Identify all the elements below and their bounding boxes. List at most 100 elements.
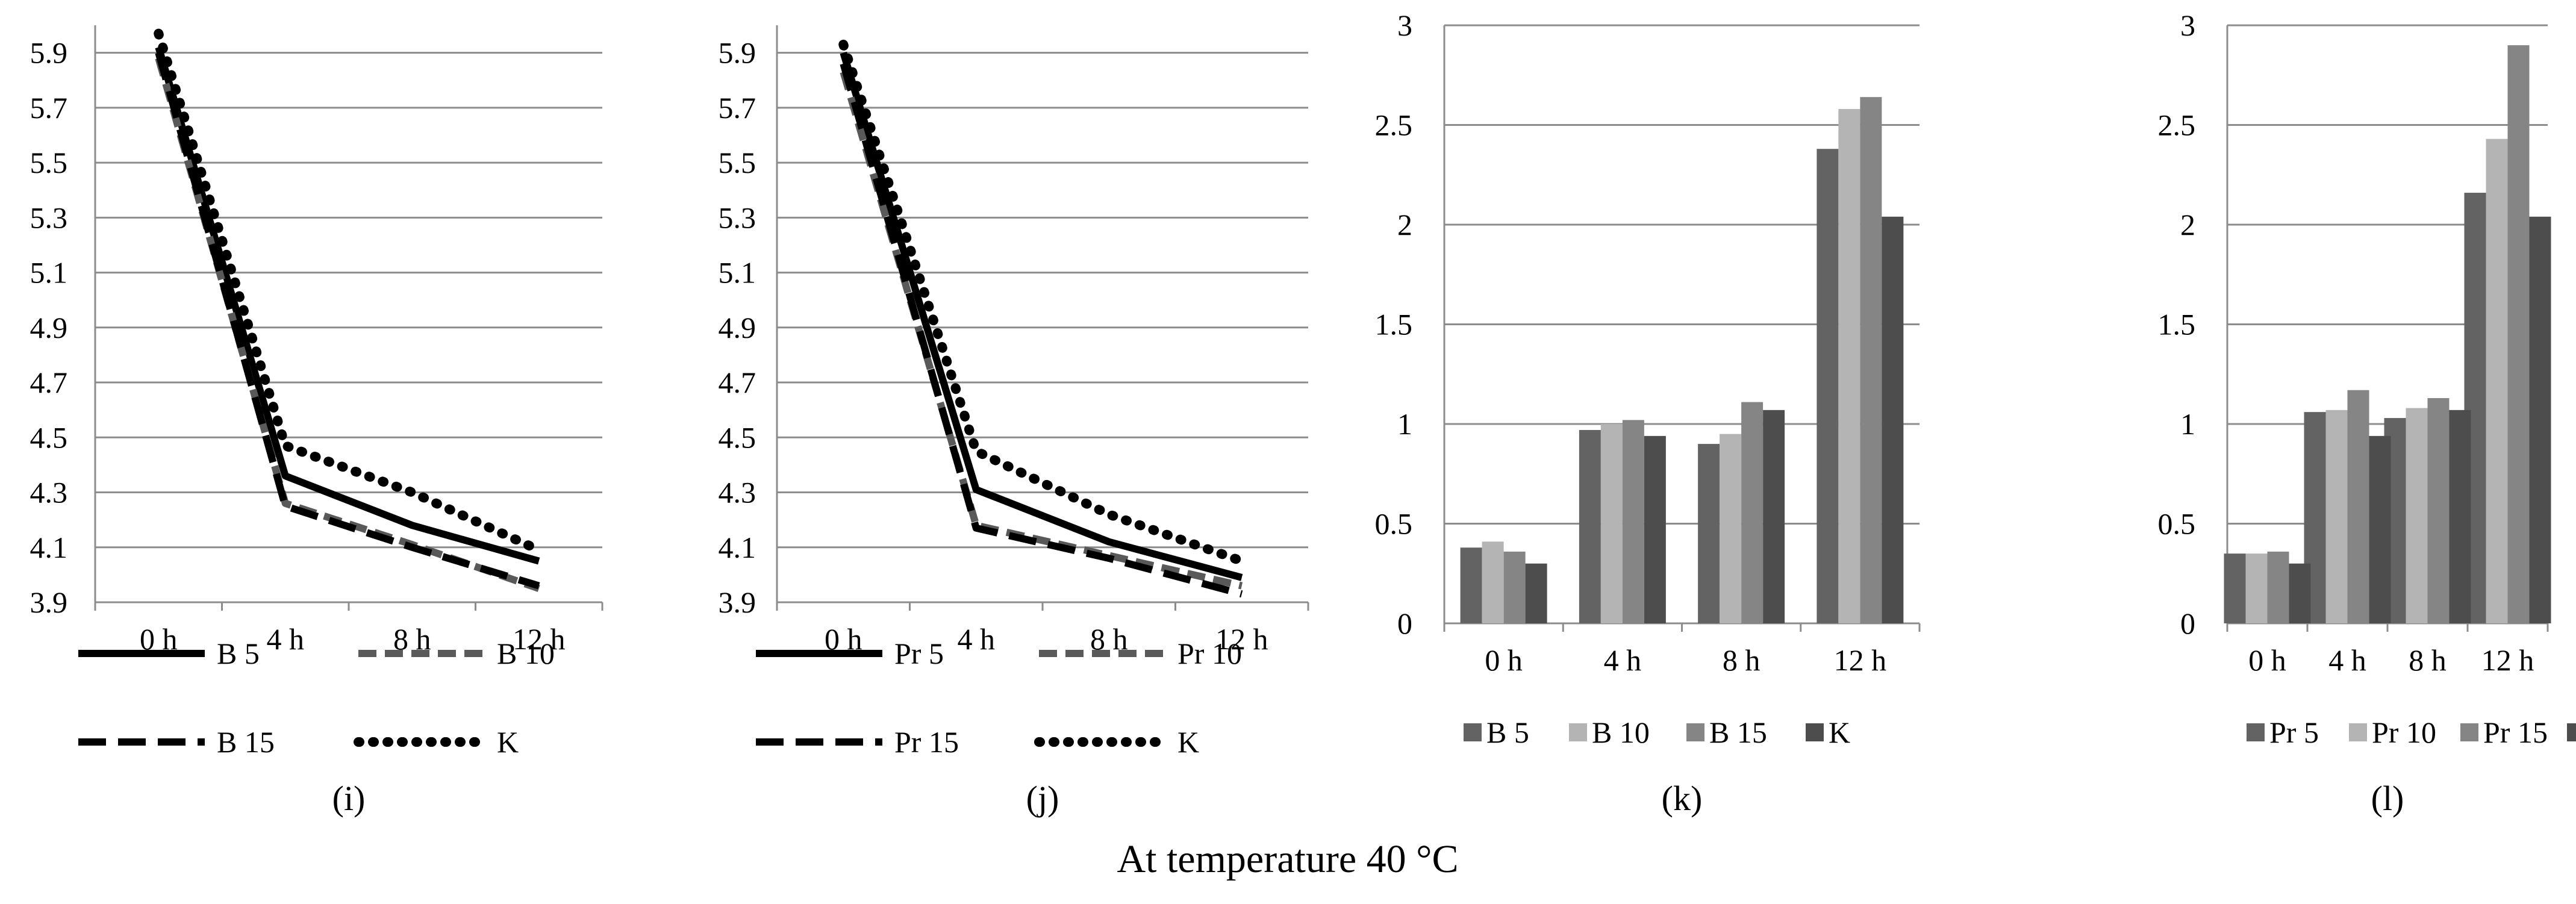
legend-label: B 5 [217,637,260,670]
y-tick-label: 5.1 [30,256,68,290]
panel-label: (l) [2371,779,2404,818]
y-tick-label: 2.5 [2158,108,2196,142]
y-tick-label: 1 [2180,407,2195,441]
series-line-pr10 [840,70,1243,590]
x-tick-label: 0 h [2248,643,2286,677]
y-tick-label: 4.1 [30,531,68,564]
legend-label: B 10 [1592,715,1650,749]
legend-swatch [2247,723,2265,741]
bar-b15-4h [1622,420,1644,623]
legend-label: B 10 [497,637,555,670]
y-tick-label: 1.5 [2158,308,2196,341]
y-tick-label: 4.7 [30,366,68,399]
y-tick-label: 0 [1397,606,1412,640]
x-tick-label: 8 h [1723,643,1760,677]
y-tick-label: 2.5 [1375,108,1413,142]
bar-b15-8h [1741,402,1764,623]
legend-label: Pr 10 [1177,637,1242,670]
series-line-pr5 [840,51,1243,581]
bar-pr15-8h [2427,397,2450,623]
legend-label: K [1177,725,1199,759]
legend-label: B 15 [1709,715,1767,749]
bar-k-4h [1644,435,1666,623]
y-tick-label: 4.7 [719,366,756,399]
legend-swatch [2460,723,2478,741]
legend-swatch [1464,723,1482,741]
x-tick-label: 12 h [1215,622,1268,656]
series-line-b5 [155,46,540,565]
bar-pr10-4h [2325,410,2348,623]
figure-caption: At temperature 40 °C [1117,837,1458,881]
x-tick-label: 12 h [513,622,566,656]
series-line-b10 [155,57,540,592]
bar-b15-0h [1503,551,1526,623]
series-line-k [838,39,1247,566]
y-tick-label: 4.9 [719,311,756,344]
bar-pr5-0h [2224,553,2246,623]
series-line-k [154,28,544,555]
bar-pr10-8h [2406,408,2428,623]
bar-b5-12h [1817,149,1839,624]
legend-label: Pr 15 [894,725,959,759]
bar-b10-4h [1600,424,1623,623]
x-tick-label: 4 h [1604,643,1642,677]
legend-swatch [2349,723,2367,741]
bar-k-0h [1525,563,1547,623]
legend-swatch [1806,723,1824,741]
bar-b15-12h [1860,97,1882,623]
bar-k-12h [2529,216,2551,623]
legend-label: Pr 5 [894,637,944,670]
y-tick-label: 5.1 [719,256,756,290]
panel-l: 0 0.5 1 1.5 2 2.5 3 0 h 4 h 8 h 12 h Pr 5 Pr 10 Pr 15… [2158,8,2576,818]
y-tick-label: 5.3 [30,201,68,234]
y-tick-label: 0.5 [1375,507,1413,541]
x-tick-label: 8 h [2409,643,2447,677]
legend-swatch [2567,723,2576,741]
series-line-pr15 [840,63,1243,598]
series-line-b15 [155,52,540,590]
y-tick-label: 4.9 [30,311,68,344]
legend-label: K [497,725,519,759]
legend-label: Pr 15 [2483,715,2548,749]
legend-label: Pr 10 [2372,715,2436,749]
bar-b10-0h [1482,541,1504,623]
y-tick-label: 4.5 [30,420,68,454]
x-tick-label: 0 h [1485,643,1523,677]
bar-b10-8h [1720,434,1742,623]
bar-k-8h [1763,410,1785,623]
bar-k-4h [2369,435,2391,623]
x-tick-label: 12 h [1834,643,1887,677]
y-tick-label: 5.5 [719,146,756,179]
x-tick-label: 4 h [2328,643,2366,677]
y-tick-label: 4.1 [719,531,756,564]
bar-pr10-0h [2245,553,2268,623]
y-tick-label: 4.3 [30,476,68,510]
panel-k: 0 0.5 1 1.5 2 2.5 3 0 h 4 h 8 h 12 h B 5 B 10 B 15 K (k… [1375,8,1921,818]
bar-k-0h [2289,563,2311,623]
bar-pr15-4h [2347,390,2369,623]
y-tick-label: 5.5 [30,146,68,179]
y-tick-label: 1.5 [1375,308,1413,341]
y-tick-label: 4.3 [719,476,756,510]
y-tick-label: 0.5 [2158,507,2196,541]
y-tick-label: 3 [1397,8,1412,42]
panel-label: (k) [1662,779,1703,818]
y-tick-label: 3.9 [30,585,68,619]
x-tick-label: 4 h [267,622,305,656]
x-tick-label: 4 h [958,622,996,656]
legend-label: K [1829,715,1850,749]
legend-label: Pr 5 [2269,715,2319,749]
panels: 3.9 4.1 4.3 4.5 4.7 4.9 5.1 5.3 5.5 5.7 5.9 0 h 4 h 8… [30,8,2576,818]
legend-label: B 5 [1486,715,1529,749]
y-tick-label: 5.9 [719,36,756,70]
bar-b5-8h [1698,444,1720,623]
x-tick-label: 12 h [2481,643,2534,677]
y-tick-label: 3 [2180,8,2195,42]
y-tick-label: 0 [2180,606,2195,640]
bar-pr10-12h [2486,139,2508,624]
bar-b5-0h [1460,547,1482,623]
y-tick-label: 1 [1397,407,1412,441]
